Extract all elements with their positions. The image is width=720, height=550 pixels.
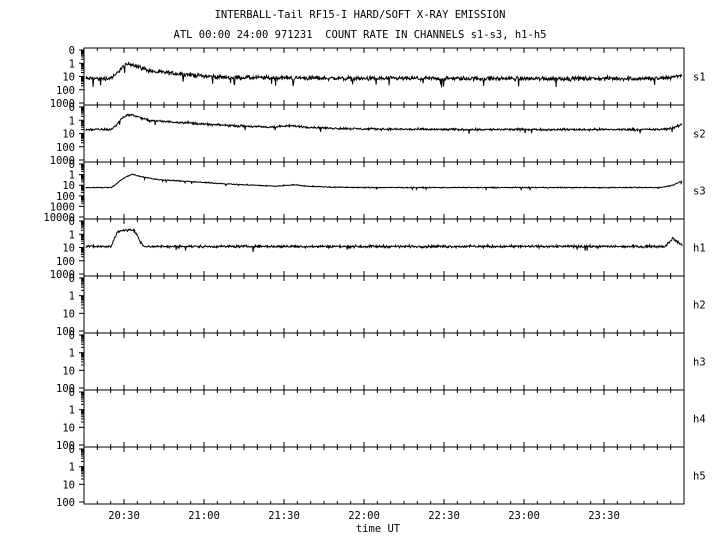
y-tick-label-s1: 100 <box>56 85 75 97</box>
x-tick-label: 22:00 <box>348 510 380 522</box>
y-tick-label-h2: 100 <box>56 326 75 338</box>
y-tick-label-s1: 1 <box>69 58 75 70</box>
y-tick-label-h4: 10 <box>62 422 75 434</box>
y-tick-label-h5: 0 <box>69 444 75 456</box>
y-tick-label-s3: 0 <box>69 159 75 171</box>
y-tick-label-h3: 1 <box>69 348 75 360</box>
channel-label-h3: h3 <box>693 357 706 369</box>
y-tick-label-h3: 0 <box>69 330 75 342</box>
series-line-s1 <box>85 61 683 88</box>
y-tick-label-s2: 0 <box>69 102 75 114</box>
y-tick-label-h3: 100 <box>56 383 75 395</box>
panel-frame-s1 <box>83 47 685 106</box>
y-tick-label-s3: 100 <box>56 191 75 203</box>
x-tick-label: 20:30 <box>108 510 140 522</box>
y-tick-label-h2: 0 <box>69 273 75 285</box>
y-tick-label-h5: 1 <box>69 462 75 474</box>
y-tick-label-s2: 10 <box>62 129 75 141</box>
x-tick-label: 21:00 <box>188 510 220 522</box>
y-tick-label-h4: 100 <box>56 440 75 452</box>
channel-label-s3: s3 <box>693 186 706 198</box>
y-tick-label-s2: 1 <box>69 115 75 127</box>
panel-frame-h5 <box>83 446 685 505</box>
x-axis-label: time UT <box>356 523 401 535</box>
y-tick-label-s1: 10 <box>62 72 75 84</box>
y-tick-label-s2: 1000 <box>50 155 75 167</box>
y-tick-label-s1: 0 <box>69 45 75 57</box>
y-tick-label-s3: 1 <box>69 170 75 182</box>
y-tick-label-h3: 10 <box>62 365 75 377</box>
y-tick-label-s3: 1000 <box>50 201 75 213</box>
y-tick-label-h1: 0 <box>69 216 75 228</box>
y-tick-label-s3: 10000 <box>43 212 75 224</box>
panel-frame-h2 <box>83 275 685 334</box>
y-tick-label-h4: 0 <box>69 387 75 399</box>
y-tick-label-s3: 10 <box>62 180 75 192</box>
panel-frame-s3 <box>83 161 685 220</box>
chart-title: INTERBALL-Tail RF15-I HARD/SOFT X-RAY EM… <box>214 9 506 21</box>
x-tick-label: 23:30 <box>588 510 620 522</box>
channel-label-h2: h2 <box>693 300 706 312</box>
y-tick-label-h1: 1000 <box>50 269 75 281</box>
chart-subtitle: ATL 00:00 24:00 971231 COUNT RATE IN CHA… <box>173 29 547 41</box>
channel-label-h5: h5 <box>693 471 706 483</box>
series-line-s3 <box>85 173 683 192</box>
y-tick-label-h4: 1 <box>69 405 75 417</box>
series-line-s2 <box>85 113 683 134</box>
x-tick-label: 23:00 <box>508 510 540 522</box>
channel-label-s2: s2 <box>693 129 706 141</box>
series-line-h1 <box>85 228 683 252</box>
panel-frame-h3 <box>83 332 685 391</box>
y-tick-label-s2: 100 <box>56 142 75 154</box>
y-tick-label-h5: 100 <box>56 497 75 509</box>
y-tick-label-h1: 100 <box>56 256 75 268</box>
panel-frame-s2 <box>83 104 685 163</box>
channel-label-s1: s1 <box>693 72 706 84</box>
channel-label-h4: h4 <box>693 414 706 426</box>
y-tick-label-h2: 1 <box>69 291 75 303</box>
y-tick-label-s1: 1000 <box>50 98 75 110</box>
y-tick-label-h1: 1 <box>69 229 75 241</box>
y-tick-label-h5: 10 <box>62 479 75 491</box>
panel-frame-h4 <box>83 389 685 448</box>
x-tick-label: 22:30 <box>428 510 460 522</box>
x-tick-label: 21:30 <box>268 510 300 522</box>
channel-label-h1: h1 <box>693 243 706 255</box>
y-tick-label-h1: 10 <box>62 243 75 255</box>
y-tick-label-h2: 10 <box>62 308 75 320</box>
